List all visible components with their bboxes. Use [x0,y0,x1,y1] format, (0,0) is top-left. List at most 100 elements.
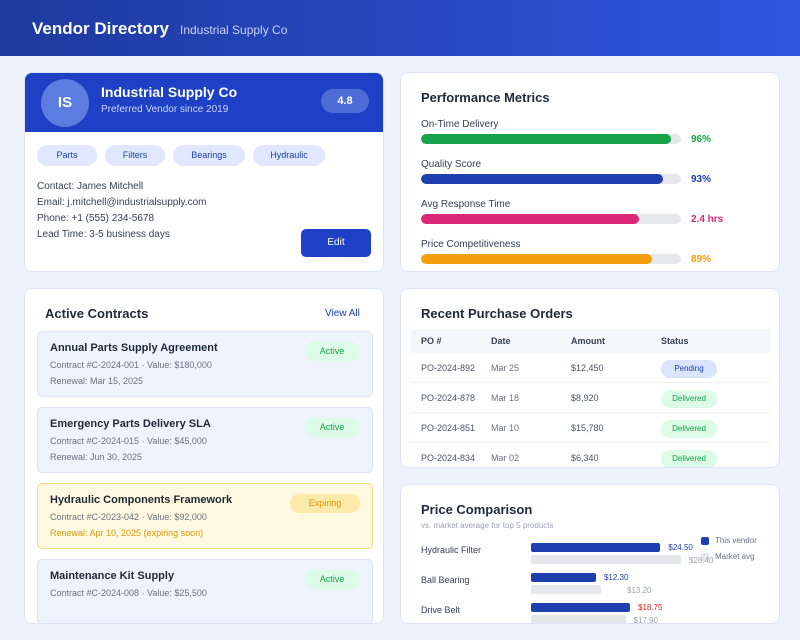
detail-line: Lead Time: 3-5 business days [37,229,170,240]
tag[interactable]: Parts [37,145,97,166]
metric-label: Avg Response Time [421,199,511,210]
contract-name: Hydraulic Components Framework [50,494,233,506]
vendor-value: $24.50 [668,543,693,552]
po-date: Mar 18 [491,393,520,403]
order-row: PO-2024-851 Mar 10 $15,780 Delivered [411,413,771,443]
vendor-value: $12.30 [603,573,629,582]
profile-card: IS Industrial Supply Co Preferred Vendor… [24,72,384,272]
contract-name: Maintenance Kit Supply [50,570,175,582]
contract-renewal: Renewal: Apr 10, 2025 (expiring soon) [50,528,204,538]
metric-value: 2.4 hrs [691,214,724,225]
product-name: Ball Bearing [421,575,470,585]
orders-title: Recent Purchase Orders [421,306,573,321]
column-header: Status [661,336,689,346]
po-number: PO-2024-878 [421,393,476,403]
contracts-card: Active Contracts View All Annual Parts S… [24,288,384,624]
prices-title: Price Comparison [421,502,533,517]
po-amount: $6,340 [571,453,599,463]
detail-line: Contact: James Mitchell [37,181,144,192]
order-row: PO-2024-892 Mar 25 $12,450 Pending [411,353,771,383]
po-date: Mar 02 [491,453,520,463]
market-value: $13.20 [627,586,652,595]
contract-name: Annual Parts Supply Agreement [50,342,218,354]
contract-card[interactable]: Emergency Parts Delivery SLA Contract #C-… [37,407,373,473]
contract-meta: Contract #C-2024-008 · Value: $25,500 [50,588,207,598]
metric-bar [421,174,663,184]
market-value: $28.40 [689,556,714,565]
contract-status: Active [304,342,360,361]
avatar: IS [41,79,89,127]
legend-label: Market avg [715,552,755,561]
contract-name: Emergency Parts Delivery SLA [50,418,211,430]
legend-swatch [701,553,709,561]
metric-label: Quality Score [421,159,482,170]
metric-bar [421,214,640,224]
column-header: PO # [421,336,442,346]
vendor-name: Industrial Supply Co [101,84,238,100]
edit-button[interactable]: Edit [301,229,371,257]
metric-value: 89% [691,254,712,265]
po-number: PO-2024-851 [421,423,476,433]
metrics-card: Performance Metrics On-Time Delivery 96% Q… [400,72,780,272]
vendor-bar [531,543,661,552]
metric-track [421,254,681,264]
contract-card[interactable]: Annual Parts Supply Agreement Contract #C… [37,331,373,397]
header: Vendor Directory Industrial Supply Co [0,0,800,56]
status-badge: Delivered [661,390,717,408]
detail-line: Email: j.mitchell@industrialsupply.com [37,197,207,208]
vendor-bar [531,603,631,612]
contract-card[interactable]: Hydraulic Components Framework Contract #… [37,483,373,549]
po-date: Mar 10 [491,423,520,433]
vendor-subtitle: Industrial Supply Co [180,23,288,37]
metric-track [421,214,681,224]
market-bar [531,615,626,623]
table-header: PO # Date Amount Status [411,329,771,353]
contract-meta: Contract #C-2024-015 · Value: $45,000 [50,436,207,446]
orders-card: Recent Purchase Orders PO # Date Amount Sta… [400,288,780,468]
vendor-since: Preferred Vendor since 2019 [101,104,229,115]
contract-meta: Contract #C-2024-001 · Value: $180,000 [50,360,212,370]
contract-renewal: Renewal: Jun 30, 2025 [50,452,143,462]
legend-label: This vendor [715,536,757,545]
contract-status: Expiring [290,494,360,513]
metric-label: On-Time Delivery [421,119,499,130]
view-all-link[interactable]: View All [325,308,360,319]
prices-card: Price Comparison vs. market average for … [400,484,780,624]
po-number: PO-2024-892 [421,363,476,373]
metric-bar [421,254,653,264]
po-number: PO-2024-834 [421,453,476,463]
product-name: Hydraulic Filter [421,545,482,555]
market-bar [531,585,601,594]
metrics-title: Performance Metrics [421,90,550,105]
po-amount: $15,780 [571,423,604,433]
product-name: Drive Belt [421,605,461,615]
column-header: Date [491,336,511,346]
rating: 4.8 [321,89,369,113]
contract-status: Active [304,418,360,437]
contract-status: Active [304,570,360,589]
po-amount: $12,450 [571,363,604,373]
metric-value: 93% [691,174,712,185]
status-badge: Delivered [661,420,717,438]
contracts-title: Active Contracts [45,306,149,321]
tag[interactable]: Bearings [173,145,245,166]
tag[interactable]: Filters [105,145,165,166]
po-date: Mar 25 [491,363,520,373]
vendor-bar [531,573,596,582]
vendor-value: $18.75 [638,603,663,612]
metric-track [421,134,681,144]
tag[interactable]: Hydraulic [253,145,325,166]
contract-card[interactable]: Maintenance Kit Supply Contract #C-2024-0… [37,559,373,623]
metric-track [421,174,681,184]
contract-renewal: Renewal: Mar 15, 2025 [50,376,144,386]
legend-swatch [701,537,709,545]
metric-label: Price Competitiveness [421,239,521,250]
po-amount: $8,920 [571,393,599,403]
market-bar [531,555,681,564]
app-title: Vendor Directory [32,19,169,38]
market-value: $17.90 [633,616,658,624]
contract-meta: Contract #C-2023-042 · Value: $92,000 [50,512,207,522]
metric-value: 96% [691,134,712,145]
status-badge: Delivered [661,450,717,467]
